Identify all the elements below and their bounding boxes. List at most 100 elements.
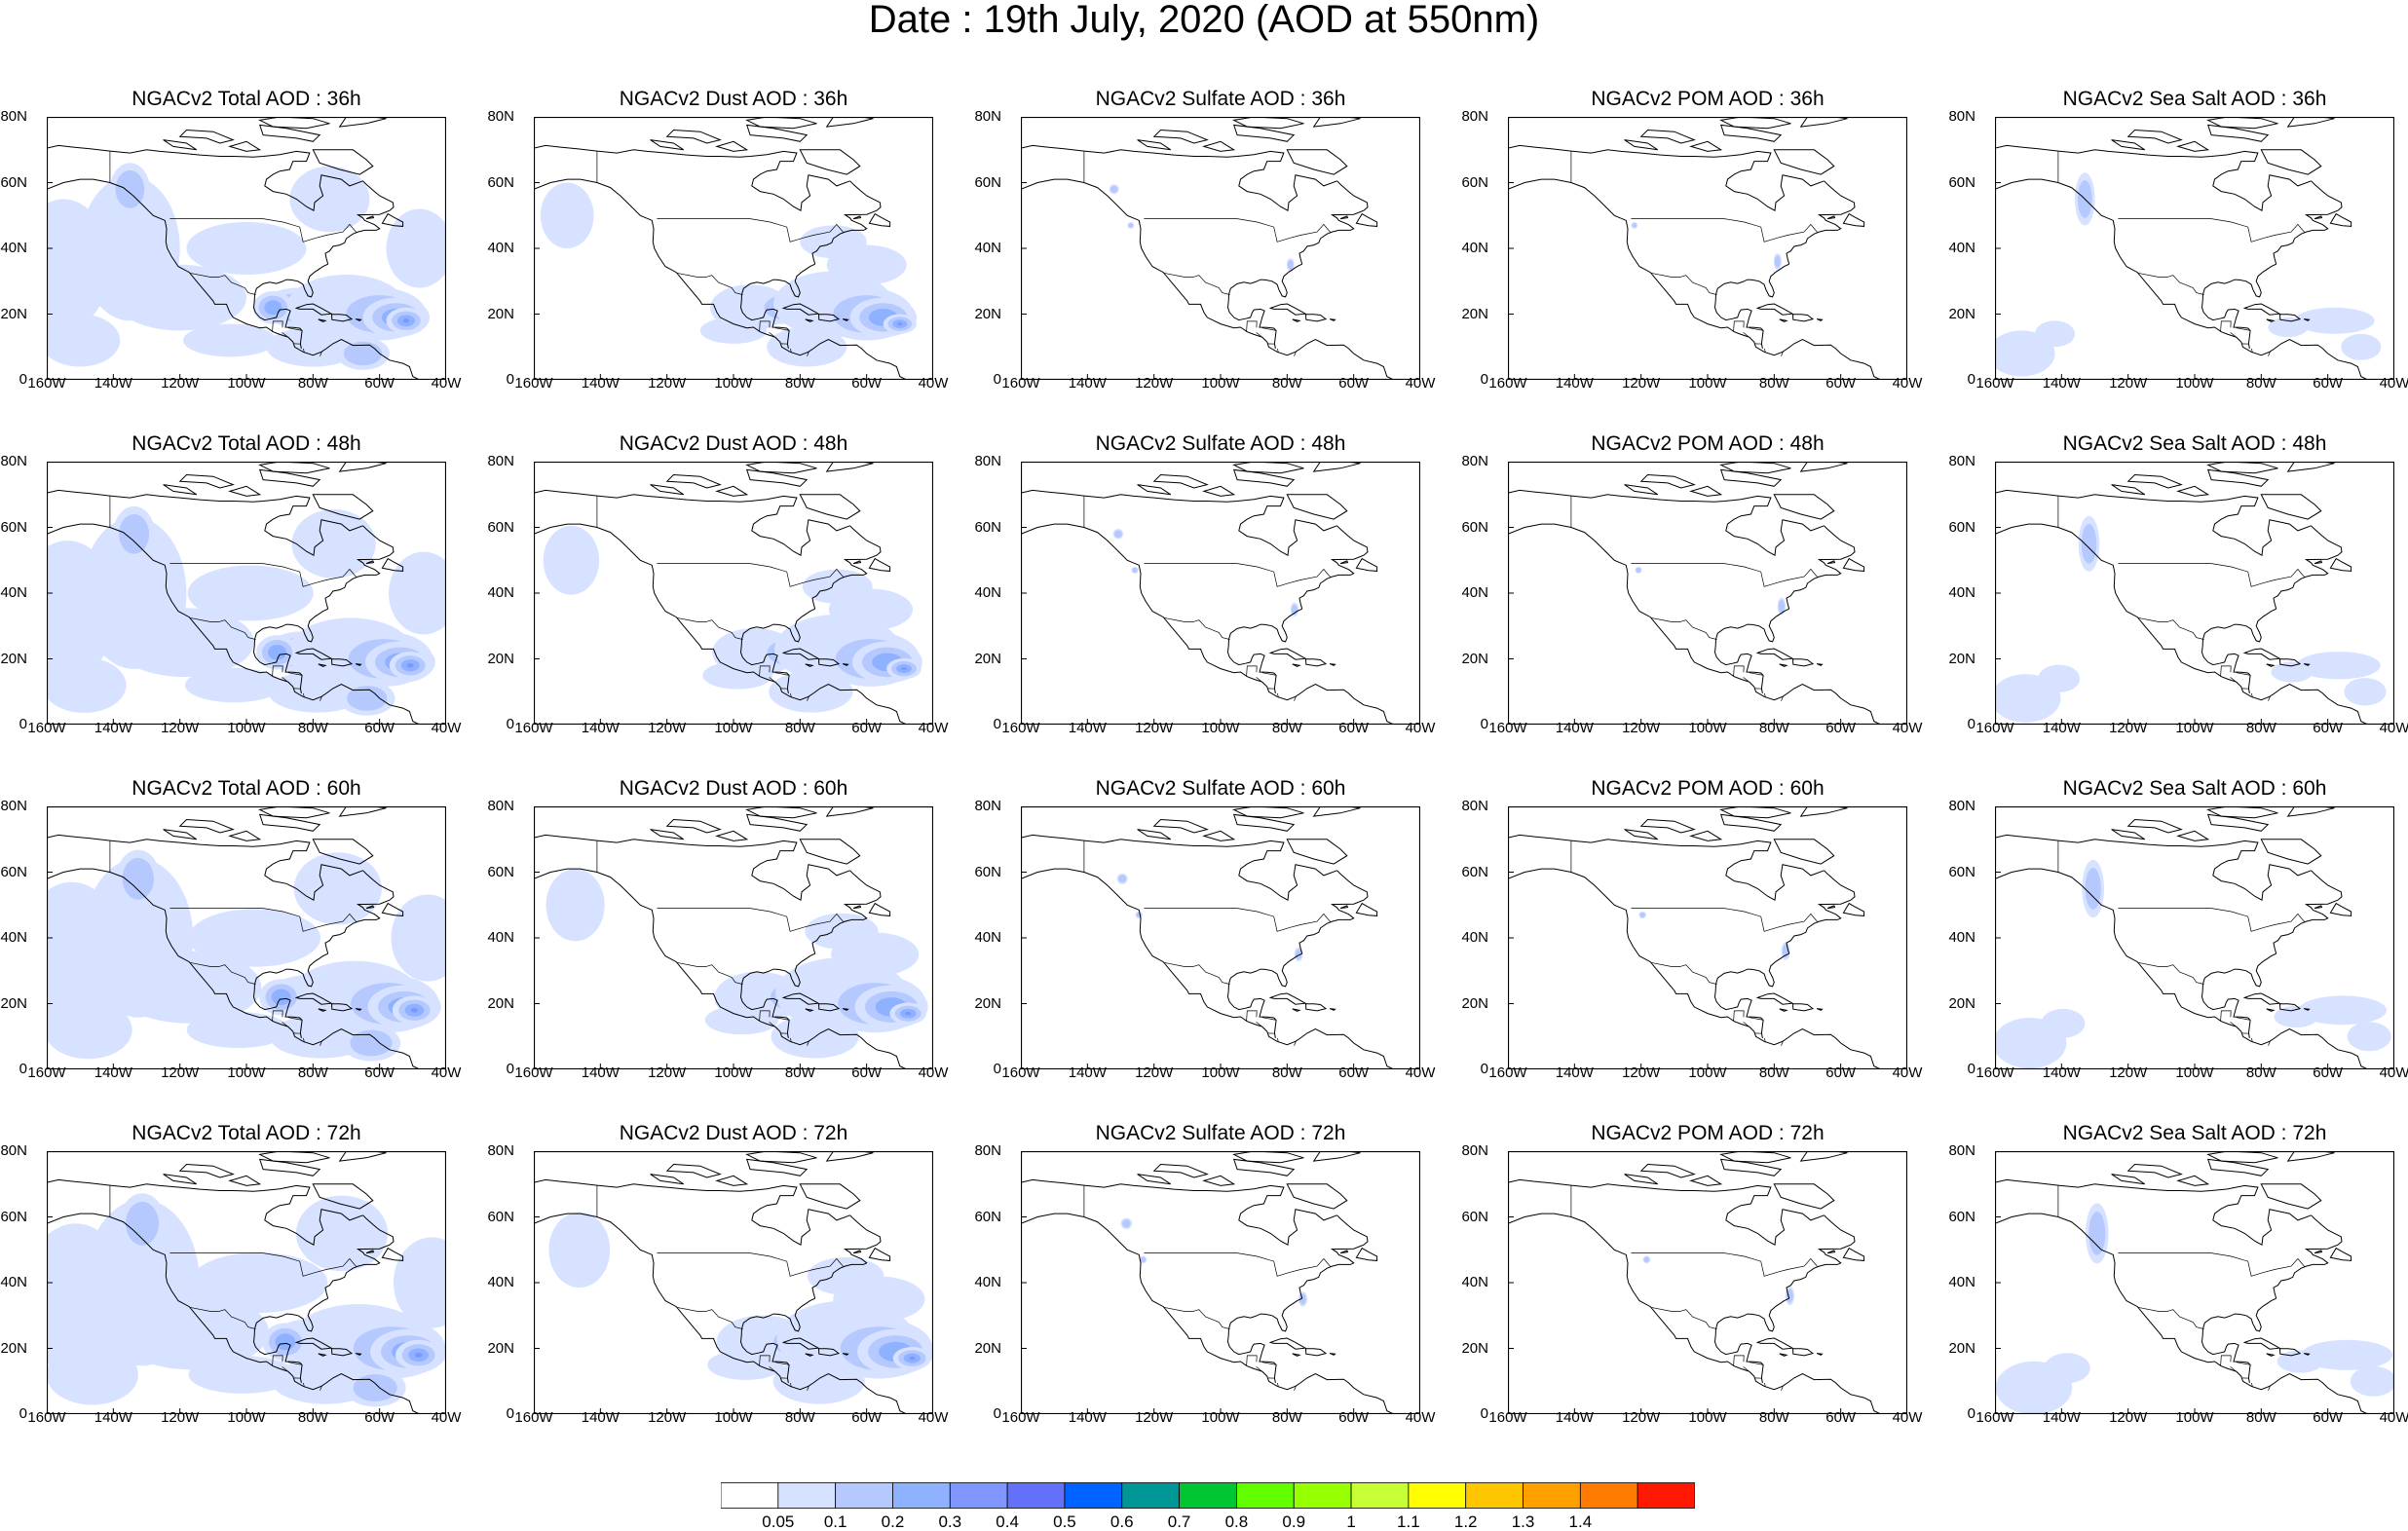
map-panel-total-72h: NGACv2 Total AOD : 72h 80N 60N 40N 20N 0 160W 1…	[0, 1122, 487, 1463]
political-border	[2230, 332, 2236, 337]
island	[1799, 462, 1848, 472]
y-tick-label: 80N	[1948, 108, 1975, 125]
colorbar-box	[1006, 1482, 1066, 1509]
island	[2286, 462, 2335, 472]
aod-contour-level-4	[414, 1352, 423, 1358]
x-tick-label: 60W	[851, 1409, 883, 1426]
x-tick-label: 40W	[1405, 1064, 1436, 1081]
island	[258, 806, 330, 819]
island	[1232, 117, 1304, 130]
island	[650, 484, 685, 496]
aod-field	[1120, 1217, 1308, 1307]
map-panel-seasalt-72h: NGACv2 Sea Salt AOD : 72h 80N 60N 40N 20N 0 16…	[1948, 1122, 2408, 1463]
y-tick-label: 60N	[974, 173, 1001, 191]
panel-title: NGACv2 POM AOD : 48h	[1591, 432, 1825, 455]
island	[258, 1151, 330, 1164]
island	[852, 215, 862, 220]
island	[1232, 468, 1296, 487]
aod-field	[1635, 566, 1787, 616]
coastline	[1021, 834, 1337, 901]
aod-field	[1642, 1255, 1795, 1306]
aod-contour-level-1	[293, 852, 382, 925]
island	[1232, 806, 1304, 819]
aod-contour-level-1	[186, 1011, 289, 1049]
political-border	[676, 616, 743, 640]
island	[2266, 663, 2276, 667]
aod-contour-level-1	[47, 1344, 138, 1405]
island	[2278, 314, 2302, 322]
x-tick-label: 160W	[1975, 720, 2014, 736]
panel-title: NGACv2 Dust AOD : 48h	[619, 432, 848, 455]
x-tick-label: 100W	[227, 1064, 266, 1081]
political-border	[807, 351, 809, 356]
y-tick-label: 40N	[0, 1274, 27, 1290]
aod-contour-level-1	[188, 1356, 296, 1394]
aod-contour-level-1	[389, 551, 446, 635]
x-tick-label: 140W	[1068, 720, 1107, 736]
political-border	[2118, 218, 2306, 243]
x-tick-label: 40W	[431, 375, 462, 392]
political-border	[1631, 1252, 1819, 1277]
coastline	[534, 868, 907, 1069]
island	[868, 557, 891, 572]
island	[1779, 1008, 1788, 1012]
political-border	[2236, 327, 2251, 331]
map-plot	[1021, 117, 1420, 380]
island	[163, 829, 198, 840]
coastline	[2201, 952, 2276, 1038]
x-tick-label: 120W	[1135, 375, 1174, 392]
political-border	[1144, 1252, 1332, 1277]
island	[1329, 318, 1336, 321]
aod-field	[1109, 184, 1295, 272]
political-border	[807, 1040, 809, 1046]
coastline	[534, 178, 907, 380]
y-tick-label: 60N	[0, 518, 27, 536]
island	[355, 1353, 362, 1356]
tick-marks	[1995, 806, 2394, 1069]
island	[1312, 806, 1361, 817]
political-border	[769, 677, 774, 682]
colorbar-label: 0.9	[1282, 1512, 1306, 1531]
y-tick-label: 60N	[487, 173, 514, 191]
political-border	[1256, 677, 1261, 682]
x-tick-label: 40W	[918, 1064, 949, 1081]
island	[1779, 663, 1788, 667]
political-border	[1743, 677, 1749, 682]
political-border	[1733, 665, 1745, 677]
aod-contour-level-4	[905, 1011, 912, 1016]
aod-contour-level-1	[704, 1005, 778, 1035]
coastline	[1226, 1297, 1302, 1383]
x-tick-label: 60W	[1338, 1064, 1370, 1081]
tick-marks	[47, 806, 446, 1069]
coastline	[47, 868, 420, 1069]
tick-marks	[1995, 462, 2394, 725]
island	[745, 462, 817, 474]
coastline	[1298, 525, 1369, 610]
panel-title: NGACv2 Dust AOD : 72h	[619, 1122, 848, 1144]
political-border	[169, 908, 357, 932]
coastline	[534, 144, 850, 211]
x-tick-label: 160W	[1001, 1064, 1040, 1081]
x-tick-label: 120W	[1135, 1409, 1174, 1426]
aod-contour-level-1	[2341, 333, 2382, 360]
aod-contour-level-1	[394, 1237, 446, 1328]
x-tick-label: 80W	[2245, 1064, 2276, 1081]
island	[2303, 318, 2311, 321]
island	[1329, 1008, 1336, 1011]
x-tick-label: 160W	[1488, 720, 1527, 736]
aod-contour-level-1	[184, 667, 283, 703]
x-tick-label: 120W	[161, 1409, 200, 1426]
map-panel-pom-72h: NGACv2 POM AOD : 72h 80N 60N 40N 20N 0 160W 140…	[1461, 1122, 1948, 1463]
y-tick-label: 40N	[974, 584, 1001, 601]
aod-field	[1116, 873, 1303, 962]
island	[1791, 658, 1815, 667]
island	[2206, 813, 2270, 832]
political-border	[320, 695, 322, 701]
y-tick-label: 60N	[1948, 173, 1975, 191]
map-plot	[1508, 462, 1907, 725]
island	[2242, 648, 2281, 660]
island	[381, 212, 404, 227]
political-border	[282, 1022, 287, 1027]
coastline	[811, 870, 882, 954]
y-tick-label: 40N	[1461, 929, 1488, 946]
